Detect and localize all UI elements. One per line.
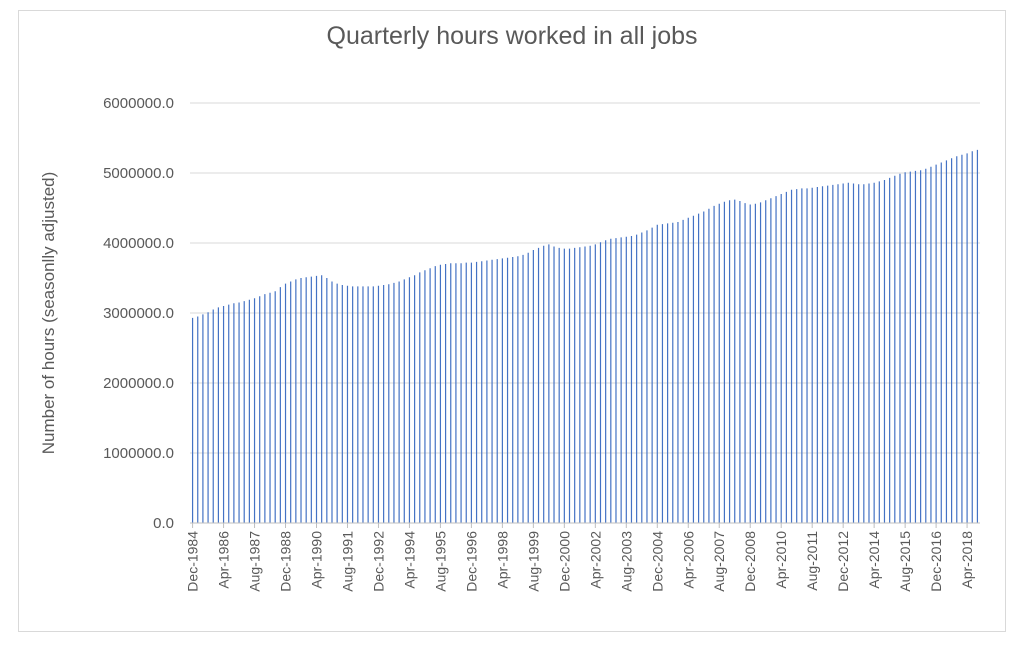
x-tick-label: Aug-1999 [525, 531, 541, 592]
x-tick-label: Dec-2000 [556, 531, 572, 592]
y-tick-label: 2000000.0 [103, 375, 174, 392]
x-tick-label: Dec-1984 [185, 531, 201, 592]
x-tick-label: Aug-2015 [897, 531, 913, 592]
x-tick-label: Apr-1994 [401, 531, 417, 589]
y-tick-label: 4000000.0 [103, 235, 174, 252]
x-tick-label: Aug-2003 [618, 531, 634, 592]
x-tick-label: Apr-2014 [866, 531, 882, 589]
y-tick-label: 6000000.0 [103, 95, 174, 112]
bars [191, 149, 979, 523]
x-tick-label: Dec-2012 [835, 531, 851, 592]
x-tick-label: Apr-2018 [959, 531, 975, 589]
x-tick-label: Apr-1986 [216, 531, 232, 589]
x-tick-label: Apr-1998 [494, 531, 510, 589]
y-tick-label: 3000000.0 [103, 305, 174, 322]
y-axis-ticks: 0.0 1000000.0 2000000.0 3000000.0 4000000.0 5… [103, 95, 174, 532]
x-tick-label: Dec-1996 [463, 531, 479, 592]
y-tick-label: 5000000.0 [103, 165, 174, 182]
x-tick-label: Dec-2016 [928, 531, 944, 592]
x-tick-label: Dec-2008 [742, 531, 758, 592]
y-tick-label: 0.0 [153, 515, 174, 532]
x-tick-label: Aug-1991 [339, 531, 355, 592]
x-tick-label: Aug-1995 [432, 531, 448, 592]
x-tick-label: Apr-1990 [309, 531, 325, 589]
x-tick-label: Aug-2011 [804, 531, 820, 591]
x-tick-label: Aug-2007 [711, 531, 727, 592]
x-tick-label: Dec-1988 [278, 531, 294, 592]
y-tick-label: 1000000.0 [103, 445, 174, 462]
x-tick-label: Apr-2002 [587, 531, 603, 589]
chart-title: Quarterly hours worked in all jobs [326, 22, 698, 50]
x-tick-label: Apr-2010 [773, 531, 789, 589]
chart-frame [18, 10, 1006, 632]
x-axis-ticks: Dec-1984 Apr-1986 Aug-1987 Dec-1988 Apr-1990… [185, 523, 975, 592]
y-axis-title: Number of hours (seasonlly adjusted) [39, 172, 58, 455]
x-tick-label: Dec-2004 [649, 531, 665, 592]
x-tick-label: Dec-1992 [370, 531, 386, 592]
x-tick-label: Apr-2006 [680, 531, 696, 589]
x-tick-label: Aug-1987 [247, 531, 263, 592]
